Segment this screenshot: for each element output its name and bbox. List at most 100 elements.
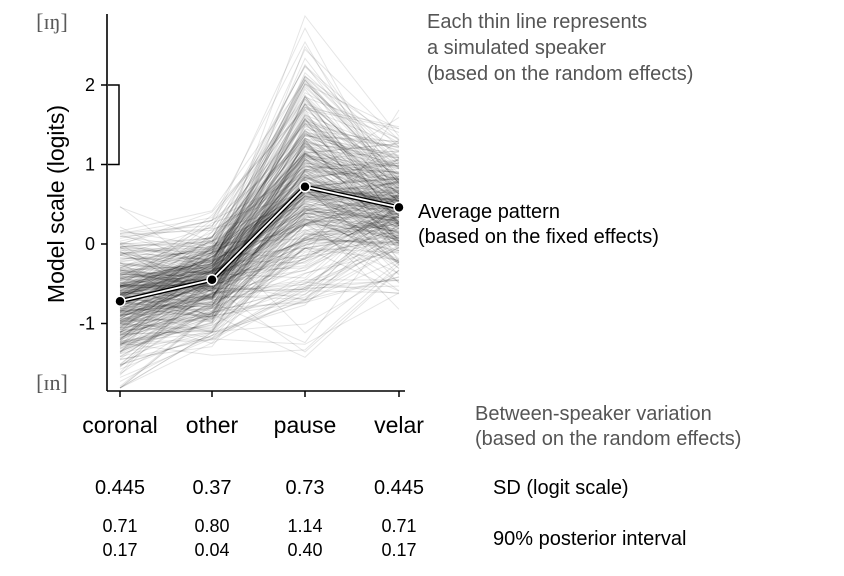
simulated-speaker-line — [119, 218, 400, 367]
simulated-speaker-line — [119, 224, 400, 287]
simulated-speaker-line — [119, 63, 400, 248]
simulated-speaker-line — [119, 186, 400, 333]
sd-values-row: 0.445 0.37 0.73 0.445 — [95, 477, 424, 499]
simulated-speaker-line — [119, 191, 400, 294]
simulated-speaker-line — [119, 224, 400, 360]
simulated-speaker-line — [119, 84, 400, 252]
simulated-speaker-line — [119, 227, 400, 331]
simulated-speaker-line — [119, 232, 400, 330]
simulated-speaker-line — [119, 57, 400, 279]
simulated-speaker-line — [119, 232, 400, 306]
simulated-speaker-line — [119, 96, 400, 299]
simulated-speaker-line — [119, 94, 400, 310]
simulated-speaker-line — [119, 247, 400, 336]
simulated-speaker-line — [119, 249, 400, 367]
simulated-speaker-line — [119, 180, 400, 329]
simulated-speaker-line — [119, 175, 400, 323]
simulated-speaker-line — [119, 163, 400, 315]
bottom-variant-label: [ɪn] — [36, 370, 68, 395]
simulated-speaker-line — [119, 178, 400, 368]
simulated-speaker-line — [119, 215, 400, 286]
simulated-speaker-line — [119, 206, 400, 342]
simulated-speaker-line — [119, 178, 400, 307]
simulated-speaker-line — [119, 155, 400, 323]
average-pattern-line — [119, 185, 400, 303]
simulated-speaker-line — [119, 178, 400, 347]
simulated-speaker-line — [119, 210, 400, 308]
simulated-speaker-line — [119, 160, 400, 290]
y-tick-label: 2 — [85, 75, 95, 95]
simulated-speaker-line — [119, 139, 400, 311]
simulated-speaker-line — [119, 159, 400, 315]
simulated-speaker-lines — [119, 14, 400, 389]
simulated-speaker-line — [119, 246, 400, 333]
simulated-speaker-line — [119, 145, 400, 287]
simulated-speaker-line — [119, 109, 400, 261]
top-variant-label: [ɪŋ] — [36, 9, 68, 34]
simulated-speaker-line — [119, 237, 400, 329]
simulated-speaker-line — [119, 157, 400, 302]
average-pattern-point — [114, 295, 126, 307]
average-pattern-point — [299, 181, 311, 193]
simulated-speaker-line — [119, 99, 400, 269]
simulated-speaker-line — [119, 166, 400, 274]
simulated-speaker-line — [119, 201, 400, 328]
simulated-speaker-line — [119, 141, 400, 300]
sd-value: 0.445 — [95, 477, 145, 499]
thin-line-note-3: (based on the random effects) — [427, 63, 693, 85]
simulated-speaker-line — [119, 176, 400, 303]
simulated-speaker-line — [119, 138, 400, 318]
simulated-speaker-line — [120, 140, 400, 259]
simulated-speaker-line — [119, 190, 400, 296]
simulated-speaker-line — [119, 218, 400, 306]
simulated-speaker-line — [119, 116, 400, 235]
simulated-speaker-line — [119, 200, 400, 297]
simulated-speaker-line — [119, 145, 400, 322]
simulated-speaker-line — [119, 181, 400, 333]
simulated-speaker-line — [119, 128, 400, 300]
simulated-speaker-line — [119, 103, 400, 285]
simulated-speaker-line — [119, 164, 400, 329]
simulated-speaker-line — [119, 259, 400, 389]
simulated-speaker-line — [119, 176, 400, 267]
simulated-speaker-line — [119, 125, 400, 318]
y-tick-label: 0 — [85, 234, 95, 254]
simulated-speaker-line — [119, 212, 400, 319]
simulated-speaker-line — [119, 218, 400, 315]
simulated-speaker-line — [119, 207, 400, 272]
simulated-speaker-line — [119, 224, 400, 349]
simulated-speaker-line — [119, 167, 400, 274]
average-pattern-layer — [114, 181, 405, 307]
simulated-speaker-line — [119, 173, 400, 271]
simulated-speaker-line — [119, 150, 400, 298]
simulated-speaker-line — [119, 178, 400, 350]
simulated-speaker-line — [119, 102, 400, 286]
simulated-speaker-line — [119, 135, 400, 277]
simulated-speaker-line — [119, 204, 400, 336]
x-tick-label: pause — [274, 412, 337, 438]
simulated-speaker-line — [119, 137, 400, 274]
x-tick-label: velar — [374, 412, 424, 438]
simulated-speaker-line — [119, 222, 400, 389]
simulated-speaker-line — [119, 111, 400, 326]
simulated-speaker-line — [119, 106, 400, 286]
simulated-speaker-line — [119, 212, 400, 312]
simulated-speaker-line — [119, 155, 400, 300]
simulated-speaker-line — [119, 191, 399, 297]
simulated-speaker-line — [119, 223, 400, 319]
simulated-speaker-line — [119, 269, 400, 389]
simulated-speaker-line — [119, 150, 400, 334]
simulated-speaker-line — [119, 193, 400, 294]
simulated-speaker-line — [119, 126, 400, 287]
simulated-speaker-line — [119, 211, 400, 295]
simulated-speaker-line — [119, 104, 400, 261]
simulated-speaker-line — [119, 71, 400, 278]
simulated-speaker-line — [119, 200, 400, 321]
interval-lower-value: 0.40 — [287, 540, 322, 560]
simulated-speaker-line — [119, 118, 400, 264]
interval-lower-value: 0.17 — [102, 540, 137, 560]
simulated-speaker-line — [119, 137, 400, 292]
simulated-speaker-line — [119, 142, 400, 254]
simulated-speaker-line — [119, 247, 400, 318]
simulated-speaker-line — [119, 181, 400, 340]
